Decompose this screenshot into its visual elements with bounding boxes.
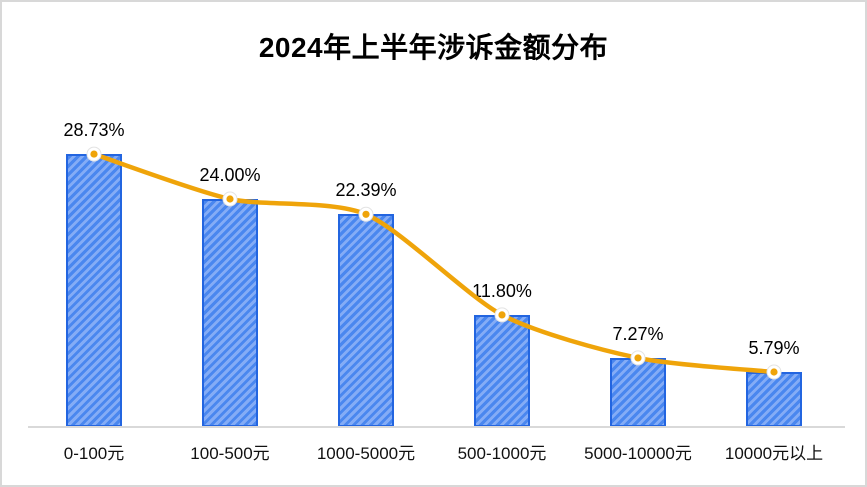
x-axis-label: 0-100元 (63, 444, 125, 463)
chart-title: 2024年上半年涉诉金额分布 (258, 32, 609, 63)
bar-value-label: 28.73% (63, 120, 125, 141)
bar-value-label: 24.00% (199, 165, 261, 185)
bar (202, 199, 258, 427)
bar-value-label: 11.80% (472, 280, 532, 301)
bar (474, 314, 530, 427)
bar-value-label: 7.27% (612, 323, 664, 344)
bar (610, 357, 666, 427)
bar (746, 371, 802, 427)
x-axis-label: 100-500元 (190, 444, 270, 463)
x-axis-label: 500-1000元 (457, 444, 547, 463)
bar (66, 154, 122, 427)
x-axis-line (28, 426, 845, 428)
x-axis-label: 10000元以上 (724, 444, 824, 463)
x-axis-label: 5000-10000元 (584, 444, 692, 463)
bar-value-label: 5.79% (748, 337, 800, 358)
x-axis-label: 1000-5000元 (316, 444, 416, 463)
bar-value-label: 22.39% (335, 180, 397, 201)
bar (338, 214, 394, 427)
